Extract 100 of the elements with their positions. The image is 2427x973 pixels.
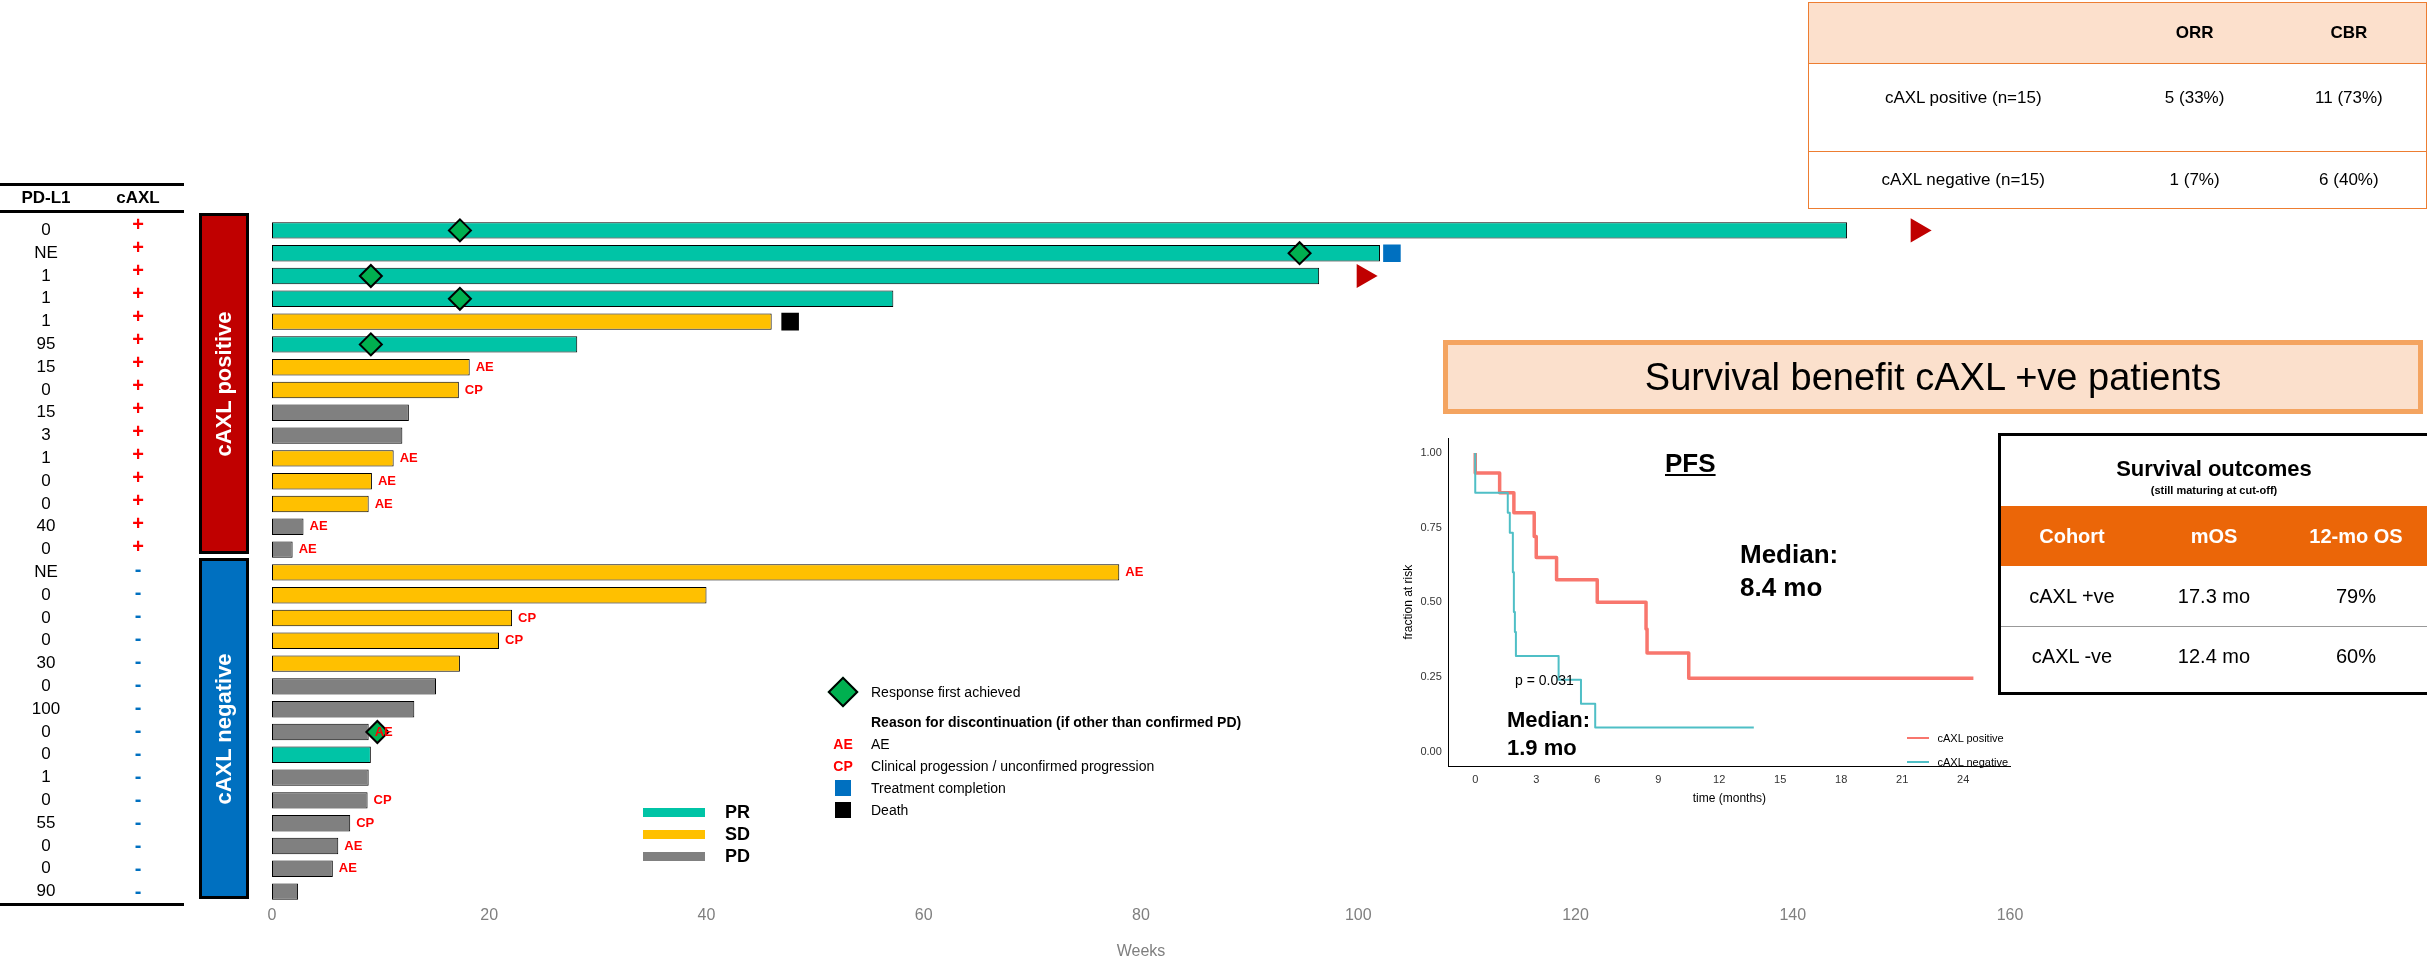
annotation: AE: [833, 736, 853, 752]
y-tick-label: 90: [36, 881, 56, 901]
point: [1910, 219, 1931, 242]
group-label-box: cAXL positive: [199, 213, 249, 554]
x-tick-label: 6: [1594, 773, 1601, 786]
y-tick-label: 100: [31, 698, 61, 718]
data-label: AE: [1125, 563, 1144, 579]
text: (still maturing at cut-off): [2149, 484, 2279, 498]
annotation: Median: 1.9 mo: [1507, 706, 1591, 761]
x-tick-label: 40: [697, 906, 716, 924]
y-tick-label: 0.50: [1420, 595, 1442, 608]
data-label: AE: [338, 860, 358, 876]
point: [447, 286, 472, 311]
x-tick-label: 100: [1344, 906, 1372, 924]
y-tick-label: 95: [36, 334, 56, 354]
legend-label: PD: [725, 845, 751, 867]
y-tick-label: 0: [41, 539, 51, 559]
y-tick-label: 0: [41, 470, 51, 490]
text: cAXL negative (n=15): [1880, 170, 2046, 190]
y-tick-label: 0.00: [1420, 744, 1442, 757]
text: +: [131, 512, 145, 535]
text: +: [131, 282, 145, 305]
annotation: AE: [871, 736, 890, 752]
point: [1356, 264, 1377, 288]
x-axis-title: Weeks: [1116, 941, 1166, 959]
text: -: [133, 696, 143, 719]
chart-title: PFS: [1665, 448, 1716, 479]
y-tick-label: 0: [41, 493, 51, 513]
text: Cohort: [2038, 524, 2106, 548]
annotation: Reason for discontinuation (if other than confirmed PD): [871, 714, 1242, 730]
text: +: [131, 397, 145, 420]
y-tick-label: 30: [36, 653, 56, 673]
text: +: [131, 535, 145, 558]
legend-label: Response first achieved: [871, 684, 1021, 700]
x-tick-label: 21: [1896, 773, 1909, 786]
text: +: [131, 259, 145, 282]
x-tick-label: 24: [1957, 773, 1970, 786]
text: +: [131, 466, 145, 489]
text: -: [133, 650, 143, 673]
annotation: Median: 8.4 mo: [1740, 538, 1839, 603]
y-tick-label: 0: [41, 744, 51, 764]
text: -: [133, 627, 143, 650]
x-tick-label: 12: [1713, 773, 1726, 786]
y-tick-label: 0: [41, 220, 51, 240]
text: -: [133, 581, 143, 604]
data-label: CP: [518, 609, 537, 625]
text: 11 (73%): [2314, 88, 2384, 108]
y-tick-label: 0: [41, 721, 51, 741]
text: 1 (7%): [2168, 170, 2221, 190]
text: cAXL +ve: [2028, 584, 2116, 608]
text: +: [131, 351, 145, 374]
y-tick-label: 15: [36, 402, 56, 422]
text: -: [133, 834, 143, 857]
data-label: CP: [373, 791, 392, 807]
text: -: [133, 719, 143, 742]
legend-label: Treatment completion: [871, 780, 1006, 796]
y-tick-label: 1: [41, 311, 51, 331]
x-tick-label: 120: [1562, 906, 1589, 924]
x-tick-label: 0: [267, 906, 277, 924]
text: 5 (33%): [2163, 88, 2226, 108]
text: ORR: [2174, 23, 2215, 43]
legend-label: PR: [725, 801, 751, 823]
text: mOS: [2189, 524, 2239, 548]
y-tick-label: NE: [34, 242, 58, 262]
y-tick-label: 0: [41, 607, 51, 627]
y-axis-title: fraction at risk: [1400, 563, 1415, 640]
text: -: [133, 765, 143, 788]
y-tick-label: 1: [41, 767, 51, 787]
text: cAXL -ve: [2030, 644, 2114, 668]
x-tick-label: 9: [1655, 773, 1662, 786]
text: -: [133, 788, 143, 811]
y-tick-label: 1: [41, 448, 51, 468]
y-tick-label: 0.75: [1420, 520, 1442, 533]
y-tick-label: 55: [36, 812, 56, 832]
y-tick-label: 0: [41, 790, 51, 810]
text: +: [131, 328, 145, 351]
x-tick-label: 15: [1774, 773, 1787, 786]
text: +: [131, 213, 145, 236]
x-tick-label: 140: [1779, 906, 1807, 924]
x-tick-label: 20: [480, 906, 499, 924]
point: [1287, 241, 1312, 266]
text: +: [131, 420, 145, 443]
text: 12-mo OS: [2308, 524, 2404, 548]
text: CBR: [2329, 23, 2369, 43]
data-label: AE: [344, 837, 363, 853]
y-tick-label: 0: [41, 835, 51, 855]
x-tick-label: 0: [1472, 773, 1479, 786]
point: [358, 332, 383, 357]
data-label: CP: [505, 632, 524, 648]
y-tick-label: 1: [41, 288, 51, 308]
y-tick-label: 0: [41, 379, 51, 399]
y-tick-label: 0: [41, 584, 51, 604]
x-tick-label: 60: [914, 906, 933, 924]
data-label: AE: [475, 358, 495, 374]
data-label: AE: [298, 541, 318, 557]
text: cAXL positive (n=15): [1883, 88, 2043, 108]
text: 79%: [2335, 584, 2377, 608]
group-label-box: cAXL negative: [199, 558, 249, 899]
point: [447, 218, 472, 243]
annotation: p = 0.031: [1515, 672, 1574, 690]
